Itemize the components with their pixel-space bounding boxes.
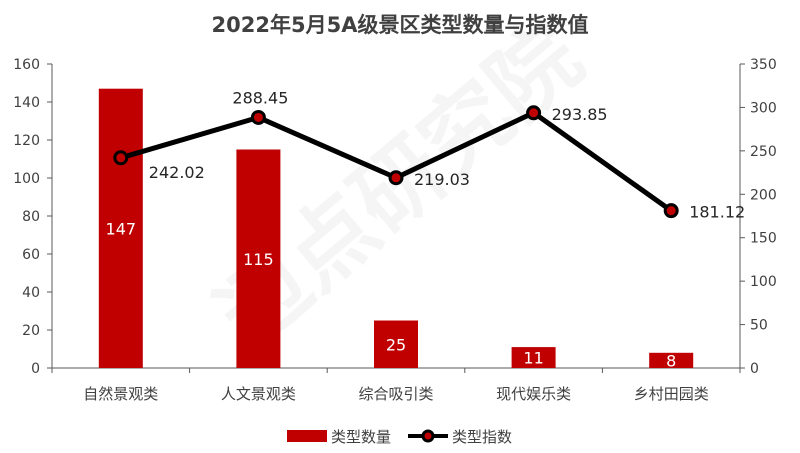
x-category-label: 综合吸引类 [358,385,433,403]
y-right-tick-label: 350 [750,57,777,73]
bar-data-label: 11 [523,349,543,368]
line-point [250,109,266,125]
bar-data-label: 25 [386,335,406,354]
y-left-tick-label: 20 [22,323,40,339]
line-point [113,150,129,166]
y-right-tick-label: 0 [750,361,759,377]
y-left-tick-label: 40 [22,285,40,301]
y-right-tick-label: 250 [750,144,777,160]
axes-group: 0 20 40 60 80 100 120 140 160 0 50 100 150 200 250 300 3… [13,57,776,403]
y-left-tick-label: 120 [13,133,40,149]
legend-swatch-marker [421,429,435,443]
line-point [388,170,404,186]
line-data-label: 242.02 [149,163,205,182]
y-right-tick-label: 50 [750,318,768,334]
line-point [663,203,679,219]
y-left-tick-label: 0 [31,361,40,377]
line-data-label: 219.03 [414,170,470,189]
x-category-label: 自然景观类 [83,385,158,403]
bar [511,347,556,368]
y-left-tick-label: 60 [22,247,40,263]
bar-data-label: 8 [666,351,676,370]
x-category-label: 人文景观类 [221,385,296,403]
legend-swatch-bar [287,430,327,442]
legend-label-line: 类型指数 [452,428,512,446]
line-series: 242.02 288.45 219.03 293.85 181.12 [113,88,745,222]
y-right-tick-label: 200 [750,187,777,203]
x-category-label: 现代娱乐类 [496,385,571,403]
bar-series: 147 115 25 11 8 [98,88,694,370]
y-right-tick-label: 300 [750,100,777,116]
y-left-tick-label: 140 [13,95,40,111]
bar [374,320,418,368]
line-data-label: 293.85 [552,105,608,124]
bar [649,352,694,368]
legend: 类型数量 类型指数 [287,428,512,446]
bar-data-label: 115 [243,250,274,269]
x-category-label: 乡村田园类 [634,385,709,403]
y-left-tick-label: 80 [22,209,40,225]
y-left-tick-label: 100 [13,171,40,187]
y-left-tick-label: 160 [13,57,40,73]
chart-title: 2022年5月5A级景区类型数量与指数值 [212,13,589,37]
bar [98,88,143,368]
y-right-tick-label: 100 [750,274,777,290]
line-point [526,105,542,121]
line-data-label: 181.12 [689,203,745,222]
line-data-label: 288.45 [232,88,288,107]
legend-label-bar: 类型数量 [331,428,391,446]
bar [236,149,281,368]
y-right-tick-label: 150 [750,231,777,247]
bar-data-label: 147 [106,219,137,238]
